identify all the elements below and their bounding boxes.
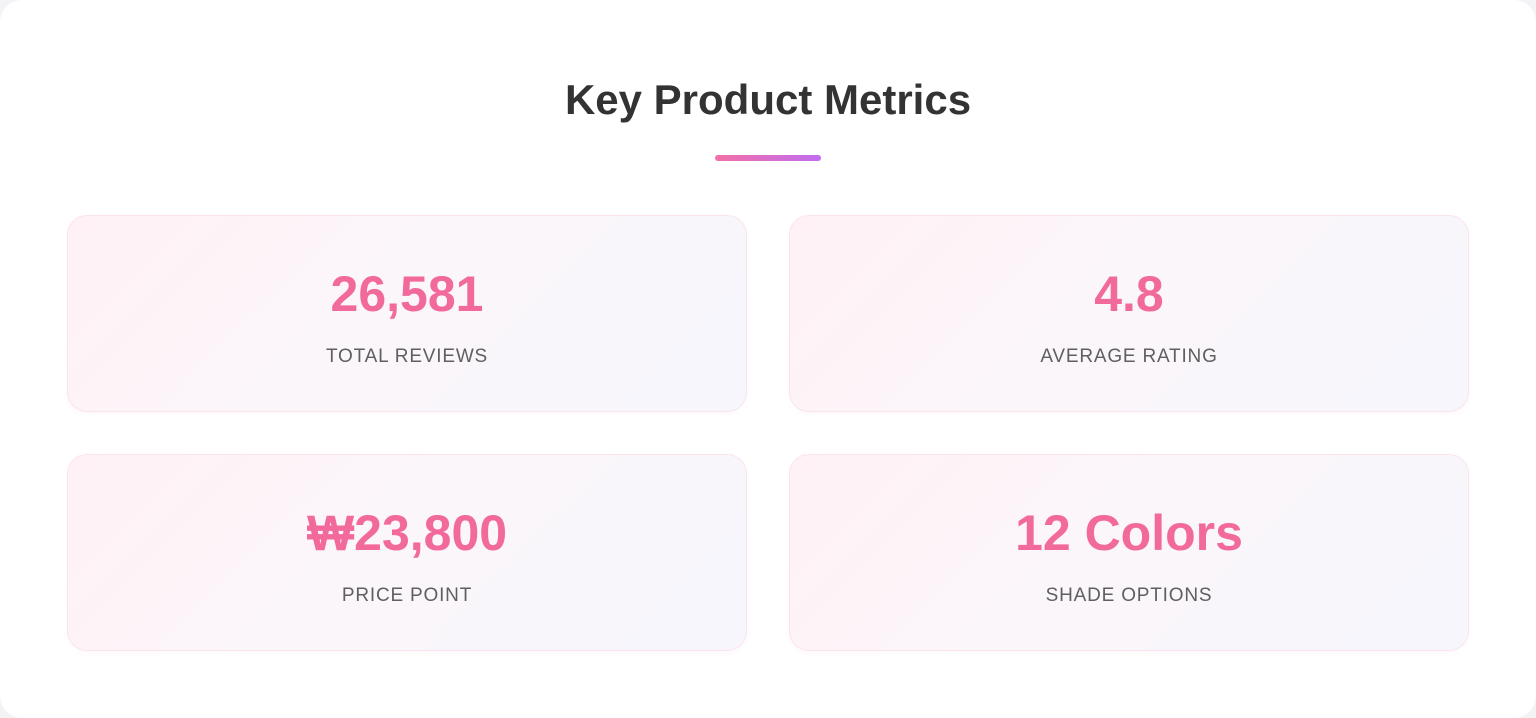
metric-card-price-point: ₩23,800 PRICE POINT: [67, 454, 747, 651]
title-underline-divider: [715, 155, 821, 161]
metric-value: 12 Colors: [1015, 505, 1243, 561]
metric-card-shade-options: 12 Colors SHADE OPTIONS: [789, 454, 1469, 651]
metric-label: AVERAGE RATING: [1040, 346, 1218, 367]
metric-value: 26,581: [330, 266, 484, 322]
metric-card-total-reviews: 26,581 TOTAL REVIEWS: [67, 215, 747, 412]
metric-card-average-rating: 4.8 AVERAGE RATING: [789, 215, 1469, 412]
metric-label: SHADE OPTIONS: [1045, 585, 1213, 606]
metric-value: ₩23,800: [306, 505, 508, 561]
metric-value: 4.8: [1094, 266, 1164, 322]
section-title: Key Product Metrics: [564, 76, 972, 123]
metric-label: TOTAL REVIEWS: [325, 346, 489, 367]
metric-label: PRICE POINT: [341, 585, 473, 606]
